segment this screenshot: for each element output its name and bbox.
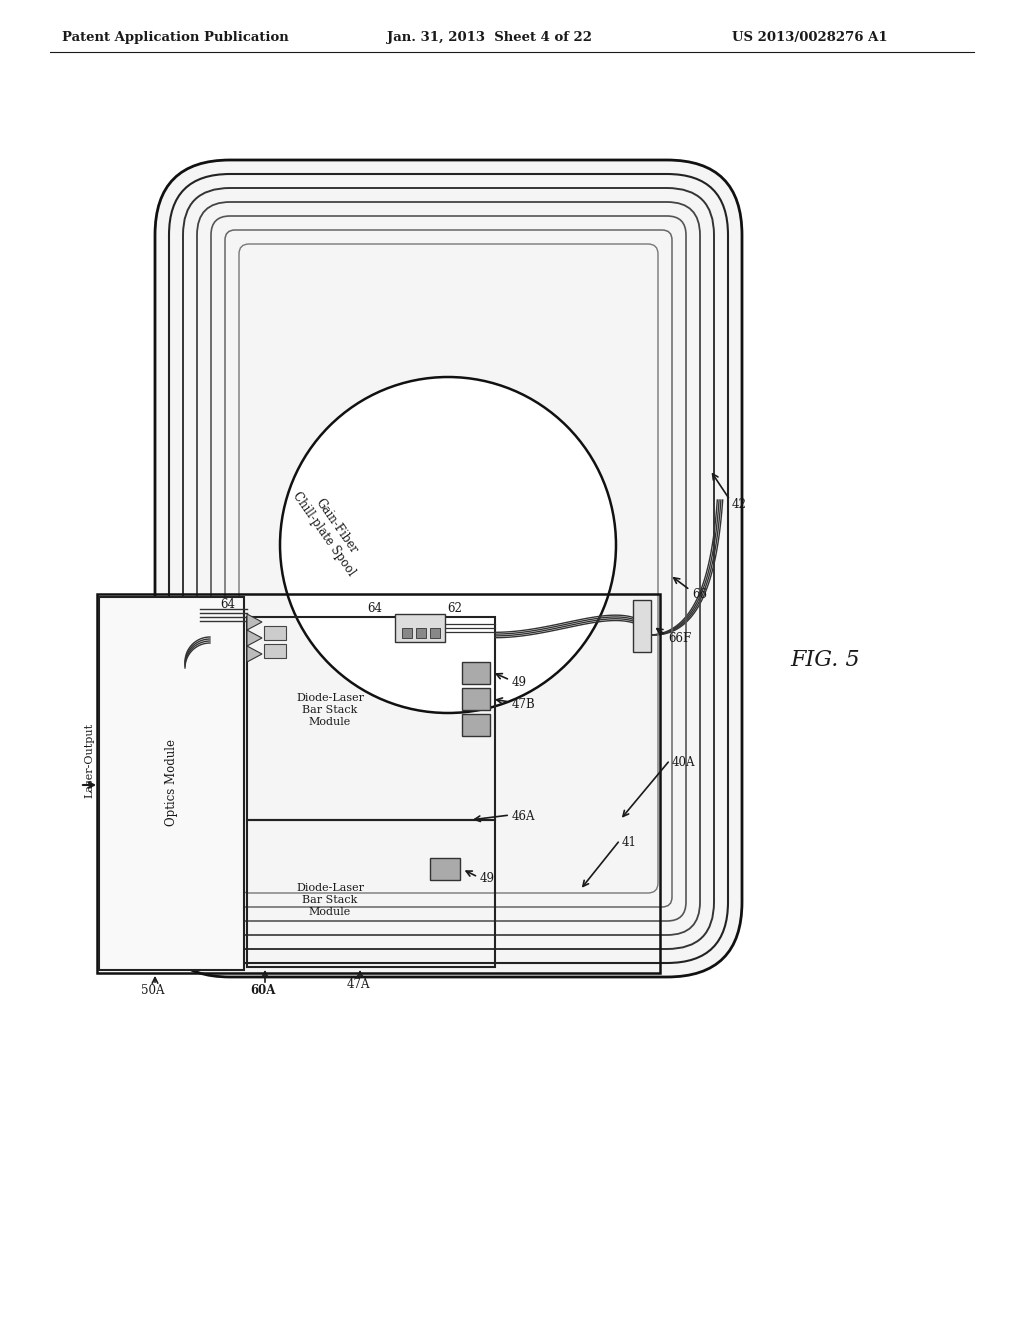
Polygon shape — [247, 614, 262, 630]
Text: 49: 49 — [480, 873, 495, 886]
Polygon shape — [247, 630, 262, 645]
Bar — [99, 597, 244, 970]
Text: 50A: 50A — [141, 983, 165, 997]
Bar — [264, 626, 286, 640]
Polygon shape — [247, 645, 262, 663]
Text: 60A: 60A — [250, 983, 275, 997]
Bar — [402, 628, 412, 638]
Text: Laser-Output: Laser-Output — [84, 722, 94, 797]
Bar — [395, 614, 445, 642]
Bar — [416, 628, 426, 638]
Bar — [462, 663, 490, 684]
Text: 49: 49 — [512, 676, 527, 689]
Bar — [462, 688, 490, 710]
Text: 40A: 40A — [672, 755, 695, 768]
Text: Diode-Laser
Bar Stack
Module: Diode-Laser Bar Stack Module — [296, 883, 364, 916]
Text: 41: 41 — [622, 836, 637, 849]
Circle shape — [282, 379, 614, 711]
FancyBboxPatch shape — [155, 160, 742, 977]
Text: US 2013/0028276 A1: US 2013/0028276 A1 — [732, 32, 888, 45]
Bar — [633, 601, 651, 652]
Bar — [430, 628, 440, 638]
Text: Optics Module: Optics Module — [166, 739, 178, 826]
Text: 64: 64 — [220, 598, 234, 611]
Text: FIG. 5: FIG. 5 — [790, 649, 859, 671]
Text: 42: 42 — [732, 499, 746, 511]
Text: Patent Application Publication: Patent Application Publication — [61, 32, 289, 45]
Text: 64: 64 — [367, 602, 382, 615]
Bar — [97, 594, 660, 973]
Text: 66: 66 — [692, 589, 707, 602]
Text: 46A: 46A — [512, 810, 536, 824]
Text: 66F: 66F — [668, 631, 691, 644]
Text: Jan. 31, 2013  Sheet 4 of 22: Jan. 31, 2013 Sheet 4 of 22 — [387, 32, 593, 45]
Text: Diode-Laser
Bar Stack
Module: Diode-Laser Bar Stack Module — [296, 693, 364, 726]
Text: 47B: 47B — [512, 697, 536, 710]
Text: 47A: 47A — [346, 978, 370, 991]
Text: Gain-Fiber
Chill-plate Spool: Gain-Fiber Chill-plate Spool — [290, 482, 370, 578]
Bar — [247, 616, 495, 820]
Bar — [430, 858, 460, 880]
Bar — [247, 820, 495, 968]
Text: 62: 62 — [447, 602, 462, 615]
Bar — [264, 644, 286, 657]
Bar — [462, 714, 490, 737]
